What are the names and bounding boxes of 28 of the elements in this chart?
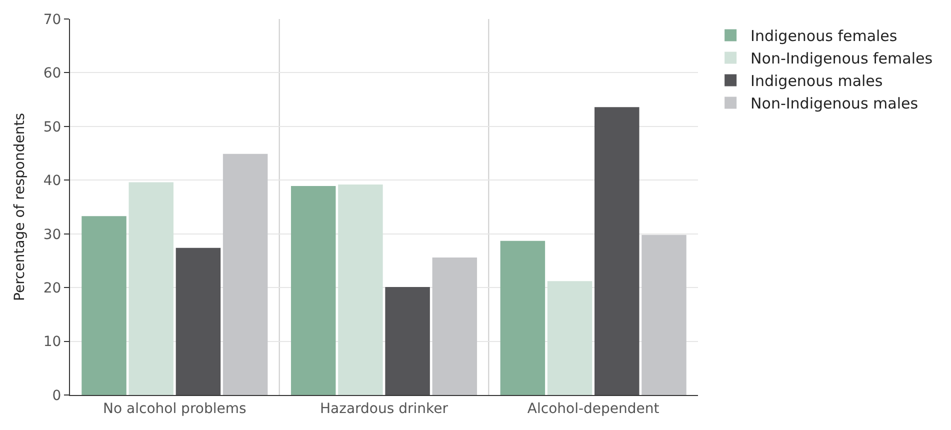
bar <box>176 248 221 395</box>
bar <box>432 257 478 395</box>
y-tick-label: 70 <box>43 12 62 28</box>
bar <box>547 281 592 395</box>
y-tick-label: 50 <box>43 119 62 136</box>
x-tick-label: Alcohol-dependent <box>527 400 660 417</box>
bar <box>82 216 126 395</box>
bar <box>385 287 430 395</box>
legend-label: Non-Indigenous females <box>750 50 933 68</box>
x-tick-label: No alcohol problems <box>103 400 246 417</box>
bar <box>594 107 640 395</box>
y-tick-label: 40 <box>43 173 62 190</box>
bar <box>290 186 336 395</box>
x-tick-label: Hazardous drinker <box>320 400 448 417</box>
bar <box>338 184 383 395</box>
y-tick-label: 60 <box>43 66 62 82</box>
bar <box>642 234 686 395</box>
y-axis-title: Percentage of respondents <box>12 113 28 301</box>
y-tick-label: 20 <box>43 280 62 296</box>
y-tick-label: 0 <box>52 388 62 404</box>
legend-label: Indigenous males <box>750 72 883 90</box>
y-tick-label: 10 <box>43 334 62 350</box>
bar <box>222 154 268 395</box>
legend-label: Non-Indigenous males <box>750 94 918 113</box>
legend-label: Indigenous females <box>750 27 898 46</box>
y-tick-label: 30 <box>43 226 62 243</box>
bar <box>500 240 546 395</box>
bar <box>128 182 174 395</box>
